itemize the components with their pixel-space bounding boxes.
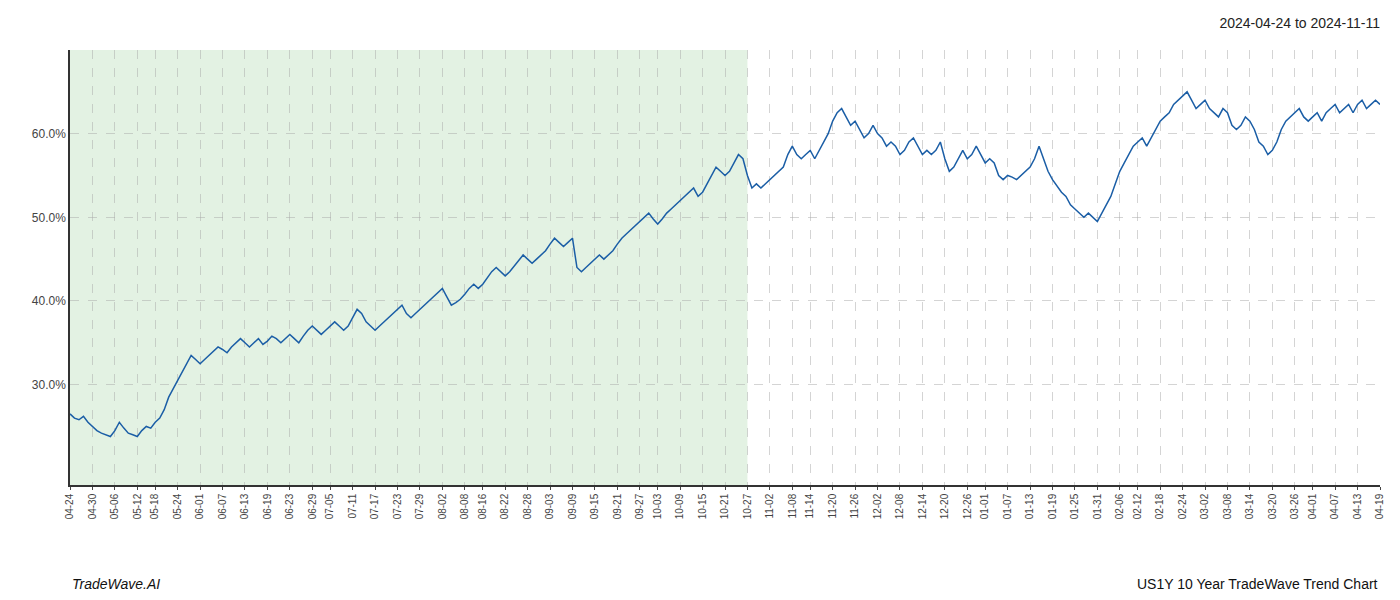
svg-text:08-16: 08-16 (477, 493, 488, 519)
svg-text:02-24: 02-24 (1177, 493, 1188, 519)
svg-text:03-14: 03-14 (1244, 493, 1255, 519)
svg-text:06-01: 06-01 (194, 493, 205, 519)
svg-text:50.0%: 50.0% (32, 211, 66, 225)
svg-text:40.0%: 40.0% (32, 294, 66, 308)
svg-text:07-11: 07-11 (347, 493, 358, 518)
svg-text:12-02: 12-02 (872, 493, 883, 519)
svg-text:01-25: 01-25 (1069, 493, 1080, 519)
svg-text:11-20: 11-20 (827, 493, 838, 518)
svg-text:09-15: 09-15 (589, 493, 600, 519)
svg-text:03-20: 03-20 (1267, 493, 1278, 519)
svg-text:08-08: 08-08 (459, 493, 470, 519)
svg-text:05-24: 05-24 (172, 493, 183, 519)
svg-text:07-29: 07-29 (414, 493, 425, 519)
svg-text:04-13: 04-13 (1352, 493, 1363, 519)
svg-text:04-01: 04-01 (1307, 493, 1318, 519)
svg-text:05-18: 05-18 (149, 493, 160, 519)
svg-text:01-31: 01-31 (1092, 493, 1103, 519)
svg-text:11-08: 11-08 (787, 493, 798, 518)
svg-text:06-29: 06-29 (307, 493, 318, 519)
svg-text:06-07: 06-07 (217, 493, 228, 519)
svg-text:06-23: 06-23 (284, 493, 295, 519)
svg-text:2024-04-24 to 2024-11-11: 2024-04-24 to 2024-11-11 (1219, 15, 1380, 31)
svg-text:05-06: 05-06 (109, 493, 120, 519)
svg-text:10-03: 10-03 (652, 493, 663, 519)
svg-text:12-20: 12-20 (939, 493, 950, 519)
svg-text:09-09: 09-09 (567, 493, 578, 519)
svg-text:10-27: 10-27 (742, 493, 753, 519)
svg-text:11-14: 11-14 (804, 493, 815, 518)
svg-text:10-15: 10-15 (697, 493, 708, 519)
svg-text:03-26: 03-26 (1289, 493, 1300, 519)
svg-text:09-03: 09-03 (544, 493, 555, 519)
svg-text:06-13: 06-13 (239, 493, 250, 519)
svg-text:60.0%: 60.0% (32, 127, 66, 141)
svg-text:07-17: 07-17 (369, 493, 380, 519)
svg-text:02-12: 02-12 (1132, 493, 1143, 519)
svg-text:11-02: 11-02 (764, 493, 775, 518)
svg-text:01-01: 01-01 (979, 493, 990, 519)
svg-text:09-21: 09-21 (612, 493, 623, 519)
svg-text:11-26: 11-26 (849, 493, 860, 518)
svg-text:TradeWave.AI: TradeWave.AI (72, 576, 160, 592)
svg-text:08-22: 08-22 (499, 493, 510, 519)
svg-text:04-19: 04-19 (1374, 493, 1385, 519)
svg-text:02-18: 02-18 (1154, 493, 1165, 519)
svg-text:06-19: 06-19 (262, 493, 273, 519)
svg-text:03-08: 03-08 (1222, 493, 1233, 519)
svg-text:12-14: 12-14 (917, 493, 928, 519)
svg-text:12-26: 12-26 (962, 493, 973, 519)
svg-text:01-13: 01-13 (1024, 493, 1035, 519)
svg-text:07-23: 07-23 (392, 493, 403, 519)
svg-text:12-08: 12-08 (894, 493, 905, 519)
svg-text:04-24: 04-24 (64, 493, 75, 519)
svg-text:02-06: 02-06 (1114, 493, 1125, 519)
svg-text:05-12: 05-12 (132, 493, 143, 519)
svg-text:30.0%: 30.0% (32, 378, 66, 392)
svg-text:03-02: 03-02 (1199, 493, 1210, 519)
svg-text:07-05: 07-05 (324, 493, 335, 519)
svg-text:01-19: 01-19 (1047, 493, 1058, 519)
svg-text:08-02: 08-02 (437, 493, 448, 519)
svg-text:10-09: 10-09 (674, 493, 685, 519)
svg-text:08-28: 08-28 (522, 493, 533, 519)
svg-text:09-27: 09-27 (634, 493, 645, 519)
svg-text:US1Y 10 Year TradeWave Trend C: US1Y 10 Year TradeWave Trend Chart (1137, 576, 1378, 592)
svg-text:04-07: 04-07 (1329, 493, 1340, 519)
svg-text:04-30: 04-30 (87, 493, 98, 519)
svg-text:10-21: 10-21 (719, 493, 730, 519)
svg-text:01-07: 01-07 (1002, 493, 1013, 519)
